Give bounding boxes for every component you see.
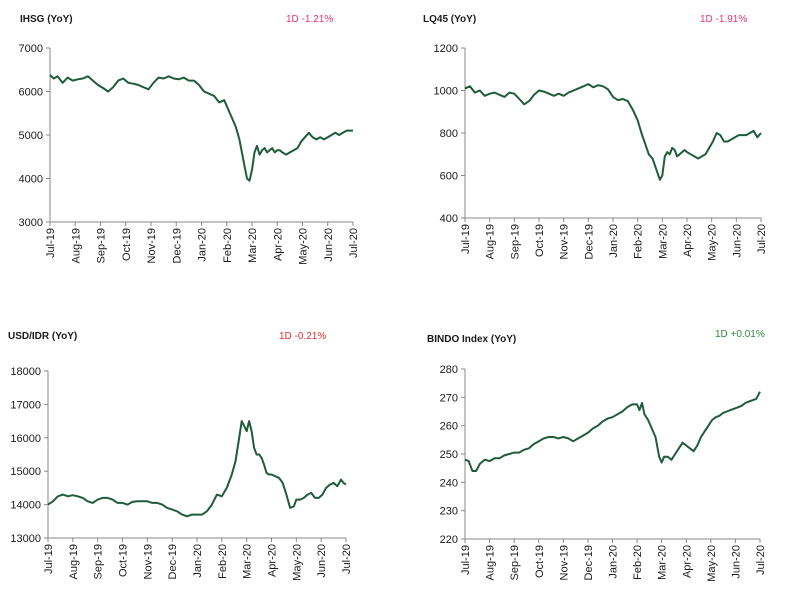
y-tick-label: 1000 (434, 86, 458, 98)
x-tick-label: Jul-19 (45, 228, 57, 258)
y-tick-label: 4000 (19, 174, 43, 186)
y-tick-label: 16000 (10, 433, 41, 445)
x-tick-label: Oct-19 (534, 224, 546, 257)
x-tick-label: Dec-19 (171, 228, 183, 263)
x-tick-label: Sep-19 (509, 224, 521, 259)
x-tick-label: Sep-19 (96, 228, 108, 263)
y-tick-label: 400 (440, 213, 458, 225)
x-tick-label: Sep-19 (93, 544, 105, 579)
y-tick-label: 15000 (10, 466, 41, 478)
x-tick-label: Jul-20 (756, 224, 768, 254)
x-tick-label: Aug-19 (485, 224, 497, 259)
y-tick-label: 17000 (10, 399, 41, 411)
y-tick-label: 240 (440, 477, 458, 489)
x-tick-label: Jul-19 (460, 224, 472, 254)
x-tick-label: May-20 (706, 545, 718, 582)
x-tick-label: Mar-20 (247, 228, 259, 263)
x-tick-label: Oct-19 (121, 228, 133, 261)
x-tick-label: Apr-20 (267, 544, 279, 577)
y-tick-label: 1200 (434, 43, 458, 55)
y-tick-label: 250 (440, 449, 458, 461)
x-tick-label: Nov-19 (142, 544, 154, 579)
daily-change-label: 1D -1.91% (700, 14, 748, 25)
series-line (49, 74, 353, 182)
y-tick-label: 220 (440, 534, 458, 546)
y-tick-label: 14000 (10, 500, 41, 512)
x-tick-label: Feb-20 (633, 224, 645, 259)
x-tick-label: Jun-20 (730, 545, 742, 579)
x-tick-label: Aug-19 (68, 544, 80, 579)
daily-change-label: 1D +0.01% (715, 329, 765, 340)
y-tick-label: 6000 (19, 87, 43, 99)
x-tick-label: Nov-19 (558, 545, 570, 580)
y-tick-label: 18000 (10, 366, 41, 378)
x-tick-label: Oct-19 (118, 544, 130, 577)
x-tick-label: Mar-20 (242, 544, 254, 579)
x-tick-label: Mar-20 (657, 224, 669, 259)
x-tick-label: Dec-19 (583, 224, 595, 259)
x-tick-label: Jun-20 (316, 544, 328, 578)
daily-change-label: 1D -0.21% (279, 331, 327, 342)
x-tick-label: Oct-19 (534, 545, 546, 578)
x-tick-label: Jan-20 (608, 224, 620, 258)
chart-title: USD/IDR (YoY) (8, 331, 78, 342)
x-tick-label: Jan-20 (192, 544, 204, 578)
y-tick-label: 280 (440, 364, 458, 376)
y-tick-label: 3000 (19, 217, 43, 229)
x-tick-label: Feb-20 (632, 545, 644, 580)
x-tick-label: Jan-20 (197, 228, 209, 262)
line-chart-usdidr: 13000 14000 15000 16000 17000 18000 Jul-19 Aug-… (10, 366, 353, 581)
y-tick-label: 270 (440, 392, 458, 404)
series-line (464, 391, 761, 472)
chart-panel-bindo: BINDO Index (YoY) 1D +0.01% 220 230 240 250… (393, 301, 786, 603)
chart-panel-ihsg: IHSG (YoY) 1D -1.21% 3000 4000 5000 6000 700… (0, 0, 393, 301)
x-tick-label: Jun-20 (323, 228, 335, 262)
y-tick-label: 7000 (19, 43, 43, 55)
x-tick-label: Jun-20 (731, 224, 743, 258)
chart-panel-usdidr: USD/IDR (YoY) 1D -0.21% 13000 14000 15000 1… (0, 301, 393, 603)
chart-title: LQ45 (YoY) (423, 14, 477, 25)
x-tick-label: Apr-20 (681, 545, 693, 578)
x-tick-label: Sep-19 (509, 545, 521, 580)
x-tick-label: Dec-19 (583, 545, 595, 580)
chart-panel-lq45: LQ45 (YoY) 1D -1.91% 400 600 800 1000 1200 Ju… (393, 0, 786, 301)
daily-change-label: 1D -1.21% (286, 14, 334, 25)
x-tick-label: May-20 (291, 544, 303, 581)
x-tick-label: Jul-20 (348, 228, 360, 258)
series-line (464, 83, 762, 181)
line-chart-lq45: 400 600 800 1000 1200 Jul-19 Aug-19 Sep-19 Oct-1… (434, 43, 768, 261)
x-tick-label: Jan-20 (608, 545, 620, 579)
y-tick-label: 5000 (19, 130, 43, 142)
x-tick-label: May-20 (298, 228, 310, 265)
x-tick-label: Apr-20 (272, 228, 284, 261)
x-tick-label: Feb-20 (222, 228, 234, 263)
y-tick-label: 230 (440, 506, 458, 518)
x-tick-label: Dec-19 (167, 544, 179, 579)
y-tick-label: 800 (440, 128, 458, 140)
x-tick-label: Aug-19 (70, 228, 82, 263)
series-line (47, 420, 347, 518)
x-tick-label: May-20 (707, 224, 719, 261)
x-tick-label: Apr-20 (682, 224, 694, 257)
x-tick-label: Jul-20 (755, 545, 767, 575)
y-tick-label: 600 (440, 171, 458, 183)
x-tick-label: Mar-20 (657, 545, 669, 580)
line-chart-bindo: 220 230 240 250 260 270 280 Jul-19 Aug-19 Sep-19 O… (440, 364, 767, 582)
x-tick-label: Aug-19 (485, 545, 497, 580)
y-tick-label: 13000 (10, 533, 41, 545)
chart-title: IHSG (YoY) (20, 14, 73, 25)
x-tick-label: Jul-19 (43, 544, 55, 574)
y-tick-label: 260 (440, 421, 458, 433)
x-tick-label: Feb-20 (217, 544, 229, 579)
line-chart-ihsg: 3000 4000 5000 6000 7000 Jul-19 Aug-19 Sep-19 Oc… (19, 43, 360, 265)
x-tick-label: Nov-19 (559, 224, 571, 259)
x-tick-label: Jul-20 (341, 544, 353, 574)
x-tick-label: Nov-19 (146, 228, 158, 263)
x-tick-label: Jul-19 (460, 545, 472, 575)
chart-title: BINDO Index (YoY) (427, 334, 517, 345)
